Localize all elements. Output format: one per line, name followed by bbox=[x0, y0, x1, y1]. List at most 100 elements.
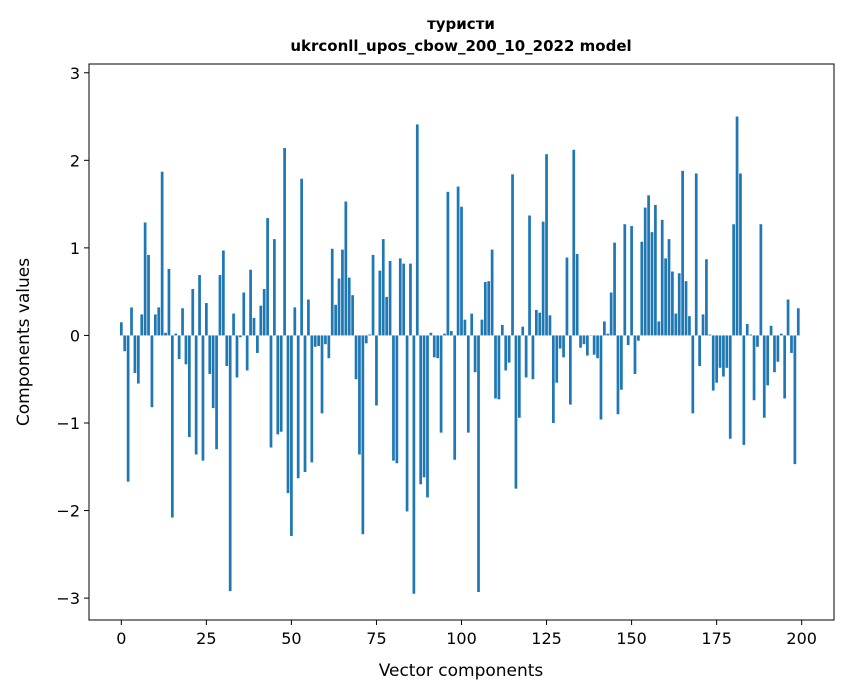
y-tick-label: −3 bbox=[56, 589, 80, 608]
bar bbox=[698, 335, 701, 367]
bar bbox=[222, 250, 225, 336]
bar bbox=[756, 335, 759, 347]
y-tick-label: 0 bbox=[70, 326, 80, 345]
y-tick-label: 3 bbox=[70, 64, 80, 83]
bar bbox=[324, 335, 327, 345]
bar bbox=[586, 335, 589, 356]
bar bbox=[429, 332, 433, 336]
bar bbox=[286, 335, 290, 494]
bar bbox=[252, 317, 256, 336]
bar bbox=[279, 335, 283, 432]
bar bbox=[293, 307, 297, 336]
bar bbox=[705, 259, 708, 336]
bar bbox=[504, 335, 508, 371]
bar bbox=[596, 335, 599, 359]
bar bbox=[398, 258, 402, 336]
x-tick-label: 150 bbox=[616, 629, 647, 648]
bar bbox=[307, 299, 310, 336]
bar bbox=[630, 225, 633, 336]
bar bbox=[739, 173, 742, 336]
bar bbox=[558, 335, 562, 349]
bar bbox=[640, 241, 644, 336]
bar bbox=[296, 335, 300, 479]
bar bbox=[711, 335, 715, 391]
bar bbox=[507, 335, 511, 363]
bar bbox=[732, 224, 736, 336]
bar bbox=[395, 335, 399, 464]
bar bbox=[276, 335, 280, 435]
bar bbox=[725, 335, 729, 368]
bar bbox=[225, 335, 229, 367]
x-tick-label: 50 bbox=[281, 629, 301, 648]
bar bbox=[796, 308, 800, 336]
bar bbox=[735, 116, 739, 336]
bar bbox=[541, 221, 545, 336]
bar bbox=[150, 335, 154, 408]
x-tick-label: 100 bbox=[446, 629, 477, 648]
bar bbox=[466, 335, 470, 433]
bar bbox=[643, 207, 647, 336]
bar bbox=[497, 335, 501, 400]
bar bbox=[616, 335, 620, 415]
bar bbox=[235, 335, 239, 378]
bar bbox=[136, 335, 140, 384]
bar bbox=[531, 335, 535, 380]
bar bbox=[664, 258, 667, 336]
bar bbox=[769, 325, 773, 336]
bars-group bbox=[119, 116, 800, 594]
y-tick-label: 1 bbox=[70, 239, 80, 258]
bar bbox=[752, 335, 756, 401]
x-tick-label: 125 bbox=[531, 629, 562, 648]
bar bbox=[613, 242, 616, 336]
bar bbox=[245, 335, 249, 371]
bar bbox=[463, 319, 467, 336]
bar bbox=[130, 307, 133, 336]
bar bbox=[715, 335, 718, 383]
bar bbox=[453, 335, 457, 460]
bar bbox=[511, 174, 514, 336]
bar bbox=[300, 178, 303, 336]
bar bbox=[494, 335, 497, 399]
bar bbox=[460, 206, 463, 336]
bar bbox=[620, 335, 623, 390]
bar bbox=[371, 254, 375, 336]
bar bbox=[409, 263, 412, 336]
bar bbox=[392, 335, 395, 461]
bar bbox=[773, 335, 776, 373]
bar bbox=[446, 191, 450, 336]
bar bbox=[786, 299, 790, 336]
bar bbox=[358, 335, 361, 455]
bar bbox=[490, 249, 494, 336]
bar bbox=[572, 149, 576, 336]
bar bbox=[562, 335, 565, 358]
bar bbox=[759, 224, 763, 336]
bar bbox=[779, 333, 783, 336]
x-tick-label: 200 bbox=[786, 629, 817, 648]
bar bbox=[783, 335, 787, 399]
bar bbox=[660, 219, 664, 336]
bar bbox=[603, 321, 606, 336]
bar bbox=[766, 335, 770, 386]
x-tick-label: 75 bbox=[366, 629, 386, 648]
bar bbox=[140, 314, 144, 336]
bar bbox=[793, 335, 797, 465]
bar bbox=[177, 335, 181, 360]
bar bbox=[330, 248, 334, 336]
bar bbox=[439, 335, 443, 433]
bar bbox=[415, 124, 419, 336]
bar bbox=[119, 322, 123, 336]
bar bbox=[555, 335, 559, 383]
bar bbox=[749, 334, 753, 336]
bar bbox=[184, 335, 188, 365]
bar bbox=[232, 313, 235, 336]
bar bbox=[674, 313, 678, 336]
bar bbox=[667, 239, 671, 336]
bar bbox=[701, 314, 705, 336]
bar bbox=[320, 335, 324, 414]
bar bbox=[487, 281, 491, 336]
bar bbox=[201, 335, 205, 461]
bar bbox=[650, 232, 654, 336]
bar bbox=[776, 335, 780, 362]
bar bbox=[419, 335, 423, 485]
bar bbox=[187, 335, 191, 437]
